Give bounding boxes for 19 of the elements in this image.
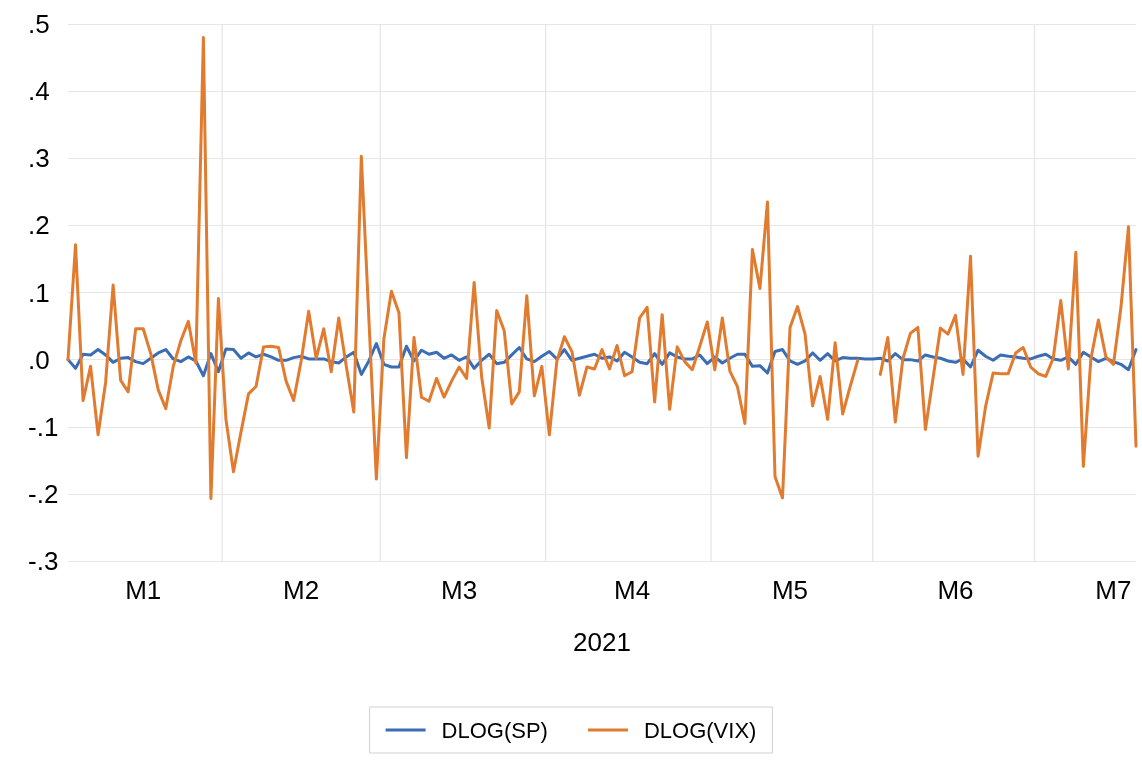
x-tick-label: M1 xyxy=(125,575,162,605)
x-tick-label: M6 xyxy=(937,575,974,605)
x-tick-label: M4 xyxy=(614,575,651,605)
y-tick-label: .4 xyxy=(28,76,50,107)
y-tick-label: .0 xyxy=(28,344,50,375)
y-tick-label: -.3 xyxy=(28,546,59,576)
y-tick-label: .5 xyxy=(28,9,50,39)
y-tick-label: -.1 xyxy=(28,411,59,442)
legend-label: DLOG(VIX) xyxy=(643,717,757,743)
x-tick-label: M7 xyxy=(1095,575,1132,605)
x-tick-label: M2 xyxy=(283,575,320,605)
x-tick-label: M3 xyxy=(441,575,478,605)
y-tick-label: .1 xyxy=(28,277,50,308)
y-tick-label: -.2 xyxy=(28,478,59,509)
x-tick-label: M5 xyxy=(771,575,809,605)
y-tick-label: .3 xyxy=(28,143,50,174)
x-axis-title: 2021 xyxy=(573,627,631,657)
legend-label: DLOG(SP) xyxy=(441,717,548,743)
y-tick-label: .2 xyxy=(28,210,50,241)
